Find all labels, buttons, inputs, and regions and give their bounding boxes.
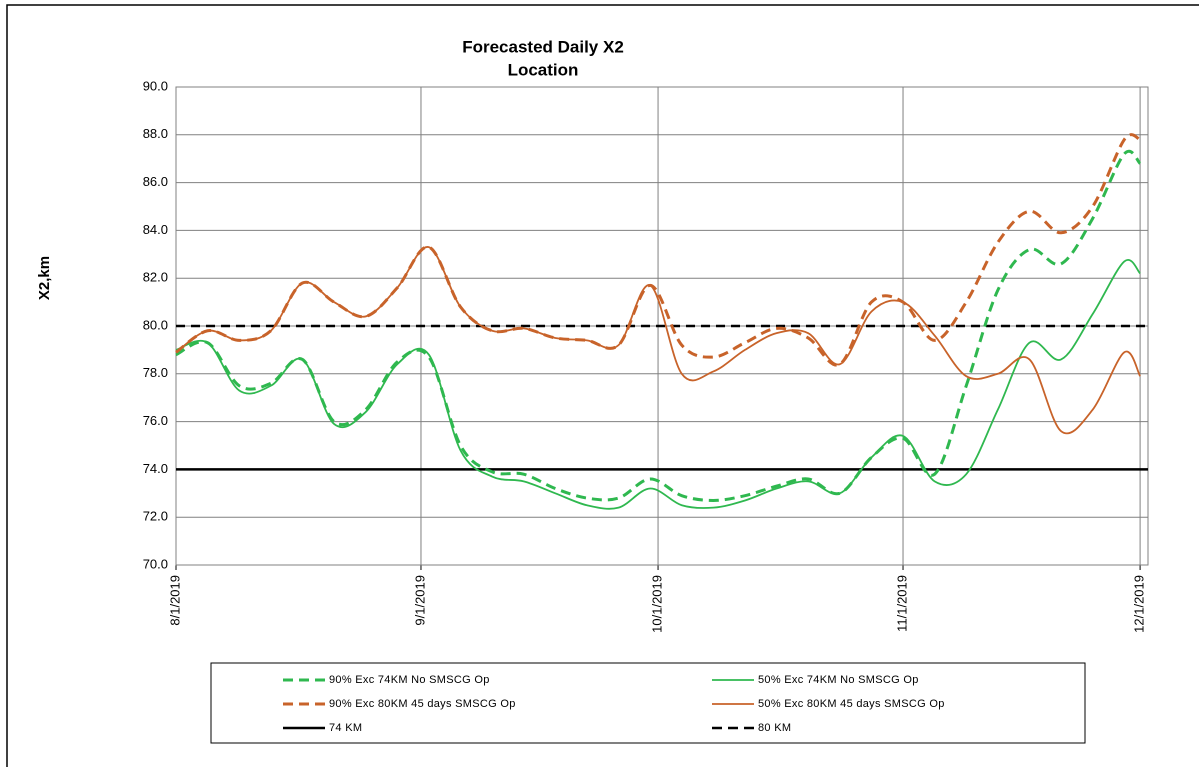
y-tick-label: 88.0 bbox=[143, 126, 168, 141]
y-tick-label: 74.0 bbox=[143, 461, 168, 476]
x-tick-label: 10/1/2019 bbox=[649, 575, 664, 633]
x-tick-label: 9/1/2019 bbox=[412, 575, 427, 626]
x-tick-label: 12/1/2019 bbox=[1132, 575, 1147, 633]
chart-subtitle: Location bbox=[508, 60, 579, 79]
y-tick-label: 72.0 bbox=[143, 509, 168, 524]
y-tick-label: 86.0 bbox=[143, 174, 168, 189]
legend-label: 50% Exc 74KM No SMSCG Op bbox=[758, 674, 919, 686]
y-tick-label: 82.0 bbox=[143, 270, 168, 285]
y-tick-label: 78.0 bbox=[143, 365, 168, 380]
series-line bbox=[175, 246, 1141, 435]
chart-title: Forecasted Daily X2 bbox=[462, 37, 624, 56]
y-tick-label: 70.0 bbox=[143, 556, 168, 571]
series-line bbox=[175, 149, 1142, 502]
y-tick-label: 90.0 bbox=[143, 78, 168, 93]
legend-label: 50% Exc 80KM 45 days SMSCG Op bbox=[758, 698, 945, 710]
y-tick-label: 76.0 bbox=[143, 413, 168, 428]
y-tick-label: 80.0 bbox=[143, 317, 168, 332]
x-tick-label: 8/1/2019 bbox=[167, 575, 182, 626]
y-axis-label: X2,km bbox=[36, 256, 53, 300]
chart-frame bbox=[6, 4, 1199, 767]
legend-label: 90% Exc 74KM No SMSCG Op bbox=[329, 674, 490, 686]
series-line bbox=[175, 259, 1141, 510]
y-tick-label: 84.0 bbox=[143, 222, 168, 237]
x-tick-label: 11/1/2019 bbox=[894, 575, 909, 632]
legend-box bbox=[210, 662, 1086, 744]
legend-label: 80 KM bbox=[758, 722, 791, 734]
legend-label: 90% Exc 80KM 45 days SMSCG Op bbox=[329, 698, 516, 710]
legend-label: 74 KM bbox=[329, 722, 362, 734]
